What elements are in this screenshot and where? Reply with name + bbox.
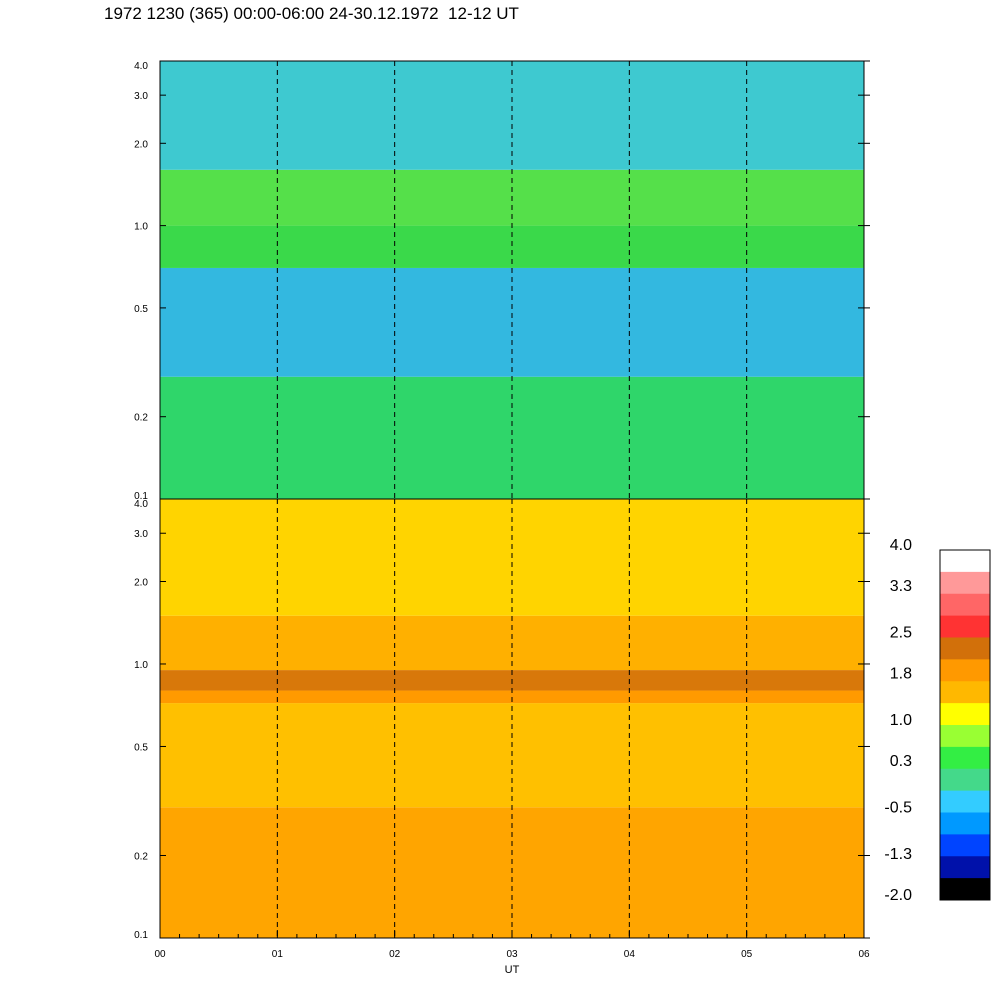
- colorbar-swatch-13: [940, 834, 990, 857]
- colorbar-swatch-0: [940, 550, 990, 573]
- xtick-label-5: 05: [741, 949, 753, 960]
- xtick-label-3: 03: [506, 949, 518, 960]
- colorbar-swatch-12: [940, 812, 990, 835]
- ytick-label-upper-1: 3.0: [134, 91, 148, 102]
- panel-lower: [159, 498, 865, 939]
- band-lower-2: [160, 690, 864, 704]
- axes-layer: 4.03.02.01.00.50.20.14.03.02.01.00.50.20…: [134, 60, 870, 976]
- colorbar-swatch-6: [940, 681, 990, 704]
- xtick-label-2: 02: [389, 949, 401, 960]
- xtick-label-1: 01: [272, 949, 284, 960]
- ytick-label-lower-5: 0.2: [134, 852, 148, 863]
- ytick-label-lower-1: 3.0: [134, 529, 148, 540]
- colorbar-swatch-9: [940, 746, 990, 770]
- ytick-label-lower-2: 2.0: [134, 577, 148, 588]
- xtick-label-4: 04: [624, 949, 636, 960]
- page-title: 1972 1230 (365) 00:00-06:00 24-30.12.197…: [104, 4, 519, 23]
- ytick-label-upper-3: 1.0: [134, 222, 148, 233]
- colorbar-label-3: 1.8: [890, 665, 912, 682]
- ytick-label-upper-6: 0.1: [134, 491, 148, 502]
- colorbar-frame: [939, 549, 991, 901]
- colorbar-label-0: 4.0: [890, 537, 912, 554]
- colorbar-swatch-15: [940, 878, 990, 901]
- xtick-label-0: 00: [154, 949, 166, 960]
- colorbar-label-2: 2.5: [890, 625, 912, 642]
- colorbar-label-7: -1.3: [884, 846, 912, 863]
- colorbar-swatch-2: [940, 593, 990, 617]
- panel-upper: [159, 60, 865, 500]
- colorbar-label-8: -2.0: [884, 887, 912, 904]
- ytick-label-lower-4: 0.5: [134, 742, 148, 753]
- ytick-label-upper-2: 2.0: [134, 139, 148, 150]
- colorbar-swatch-10: [940, 768, 990, 792]
- colorbar-swatch-4: [940, 637, 990, 660]
- ytick-label-upper-4: 0.5: [134, 304, 148, 315]
- panels-layer: [159, 60, 865, 939]
- colorbar-label-4: 1.0: [890, 712, 912, 729]
- ytick-label-lower-3: 1.0: [134, 660, 148, 671]
- colorbar-swatch-3: [940, 615, 990, 638]
- colorbar-swatch-7: [940, 703, 990, 726]
- colorbar-swatch-5: [940, 659, 990, 682]
- colorbar-label-5: 0.3: [890, 753, 912, 770]
- ytick-label-lower-0: 4.0: [134, 499, 148, 510]
- ytick-label-upper-5: 0.2: [134, 413, 148, 424]
- x-axis-label: UT: [505, 964, 520, 976]
- colorbar-label-1: 3.3: [890, 578, 912, 595]
- colorbar-label-6: -0.5: [884, 800, 912, 817]
- colorbar-swatch-1: [940, 571, 990, 595]
- ytick-label-lower-6: 0.1: [134, 930, 148, 941]
- xtick-label-6: 06: [858, 949, 870, 960]
- colorbar: 4.0 3.3 2.5 1.8 1.0 0.3 -0.5 -1.3 -2.0: [884, 537, 991, 904]
- colorbar-swatch-8: [940, 725, 990, 748]
- colorbar-swatch-11: [940, 790, 990, 813]
- colorbar-swatch-14: [940, 856, 990, 879]
- ytick-label-upper-0: 4.0: [134, 61, 148, 72]
